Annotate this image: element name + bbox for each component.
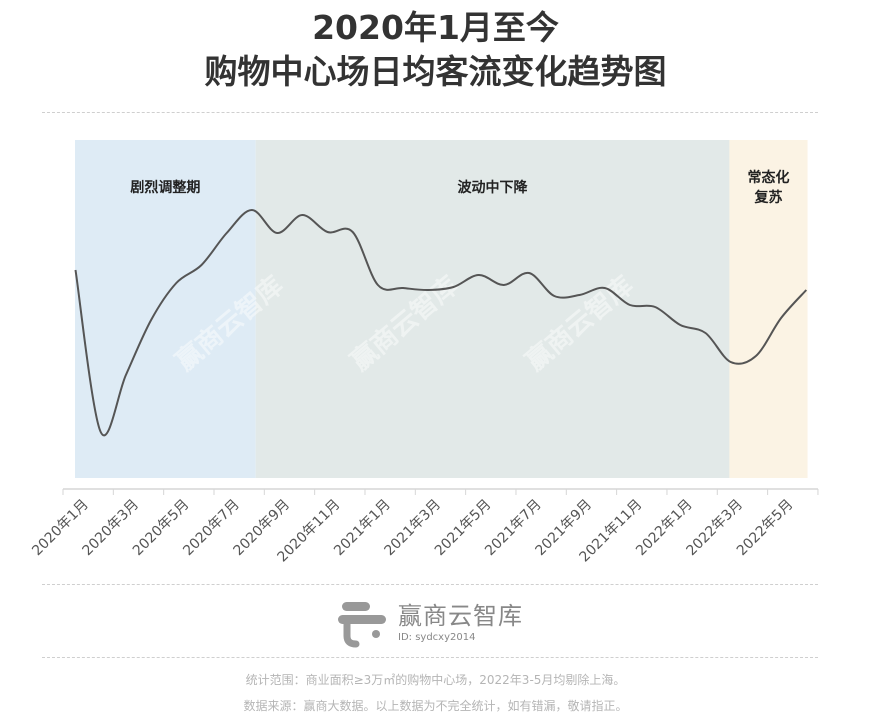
logo-id: ID: sydcxy2014 [398,632,476,643]
phase-band [255,140,730,478]
phase-label: 常态化 [748,169,790,186]
divider [42,584,818,585]
phase-label: 剧烈调整期 [130,179,200,196]
divider [42,657,818,658]
logo-icon [338,602,386,648]
chart-title-line1: 2020年1月至今 [312,8,559,47]
phase-band [729,140,808,478]
phase-band [74,140,256,478]
scope-note: 统计范围：商业面积≥3万㎡的购物中心场，2022年3-5月均剔除上海。 [245,673,626,687]
logo-name: 赢商云智库 [398,602,523,630]
source-note: 数据来源：赢商大数据。以上数据为不完全统计，如有错漏，敬请指正。 [243,699,628,713]
divider [42,112,818,113]
chart-title-line2: 购物中心场日均客流变化趋势图 [204,52,667,91]
phase-label: 波动中下降 [458,179,529,196]
phase-label: 复苏 [754,189,783,206]
